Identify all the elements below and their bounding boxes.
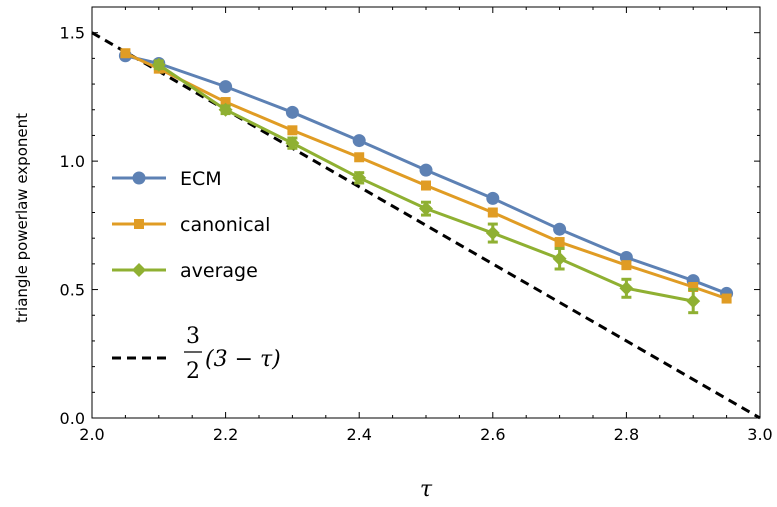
- y-axis-label: triangle powerlaw exponent: [13, 113, 31, 323]
- x-axis-label: τ: [420, 477, 433, 502]
- legend-fraction-denominator: 2: [186, 359, 200, 384]
- legend-marker: [132, 171, 146, 185]
- x-tick-label: 2.0: [79, 425, 104, 444]
- series-average: [151, 57, 701, 315]
- data-point: [421, 180, 431, 191]
- y-tick-label: 1.0: [60, 152, 85, 171]
- x-tick-label: 3.0: [747, 425, 772, 444]
- data-point: [552, 251, 567, 266]
- data-point: [688, 281, 699, 292]
- y-tick-label: 0.5: [60, 281, 85, 300]
- series-canonical: [120, 48, 732, 304]
- x-tick-label: 2.6: [480, 425, 505, 444]
- legend-label: ECM: [180, 168, 222, 190]
- data-point: [354, 152, 365, 163]
- axis-ticks: 2.0 2.2 2.4 2.6 2.8 3.0 0.0 0.5 1.0 1.5: [60, 7, 773, 444]
- data-point: [220, 97, 231, 108]
- data-point: [621, 260, 632, 271]
- reference-line-group: [91, 31, 761, 420]
- data-point: [151, 57, 166, 72]
- x-tick-label: 2.4: [346, 425, 371, 444]
- legend-marker: [132, 263, 146, 277]
- data-point: [219, 80, 233, 94]
- y-tick-label: 0.0: [60, 409, 85, 428]
- reference-line: [91, 31, 761, 420]
- data-point: [553, 222, 567, 236]
- data-point: [285, 105, 299, 119]
- x-tick-label: 2.8: [614, 425, 639, 444]
- data-point: [619, 281, 634, 296]
- data-point: [419, 163, 433, 177]
- data-point: [352, 134, 366, 148]
- data-point: [120, 48, 131, 59]
- data-point: [352, 170, 367, 185]
- legend-fraction-numerator: 3: [186, 324, 200, 349]
- data-point: [554, 237, 565, 248]
- legend-label: canonical: [180, 214, 270, 236]
- data-point: [686, 294, 701, 309]
- data-point: [721, 293, 732, 304]
- data-point: [287, 125, 298, 136]
- data-point: [285, 136, 300, 151]
- data-point: [419, 201, 433, 216]
- data-point: [485, 226, 500, 241]
- data-point: [487, 207, 498, 218]
- legend-expression: (3 − τ): [205, 347, 281, 372]
- legend: ECM canonical average 3 2 (3 − τ): [112, 168, 281, 384]
- legend-label: average: [180, 260, 258, 282]
- x-tick-label: 2.2: [213, 425, 238, 444]
- data-point: [486, 191, 500, 205]
- data-point: [218, 102, 233, 117]
- y-tick-label: 1.5: [60, 24, 85, 43]
- legend-entry-canonical: canonical: [112, 214, 270, 236]
- series-group: [118, 48, 734, 315]
- legend-entry-average: average: [112, 260, 258, 282]
- legend-entry-reference: 3 2 (3 − τ): [112, 324, 281, 384]
- legend-entry-ECM: ECM: [112, 168, 222, 190]
- legend-marker: [134, 219, 144, 229]
